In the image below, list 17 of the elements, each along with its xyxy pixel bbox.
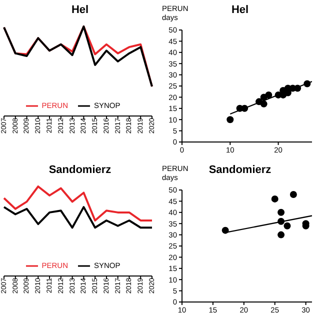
- point: [304, 80, 311, 88]
- chart-title: Hel: [231, 4, 249, 16]
- point: [222, 226, 229, 234]
- point: [260, 100, 268, 108]
- point: [284, 222, 291, 230]
- point: [241, 104, 248, 112]
- point: [294, 84, 302, 92]
- point: [226, 116, 234, 124]
- point: [278, 208, 285, 216]
- chart-title: Sandomierz: [208, 164, 272, 176]
- chart-title: Hel: [70, 4, 90, 16]
- point: [278, 231, 285, 238]
- point: [271, 195, 278, 202]
- point: [290, 190, 297, 198]
- point: [265, 91, 272, 98]
- point: [278, 218, 285, 225]
- chart-title: Sandomierz: [48, 164, 112, 176]
